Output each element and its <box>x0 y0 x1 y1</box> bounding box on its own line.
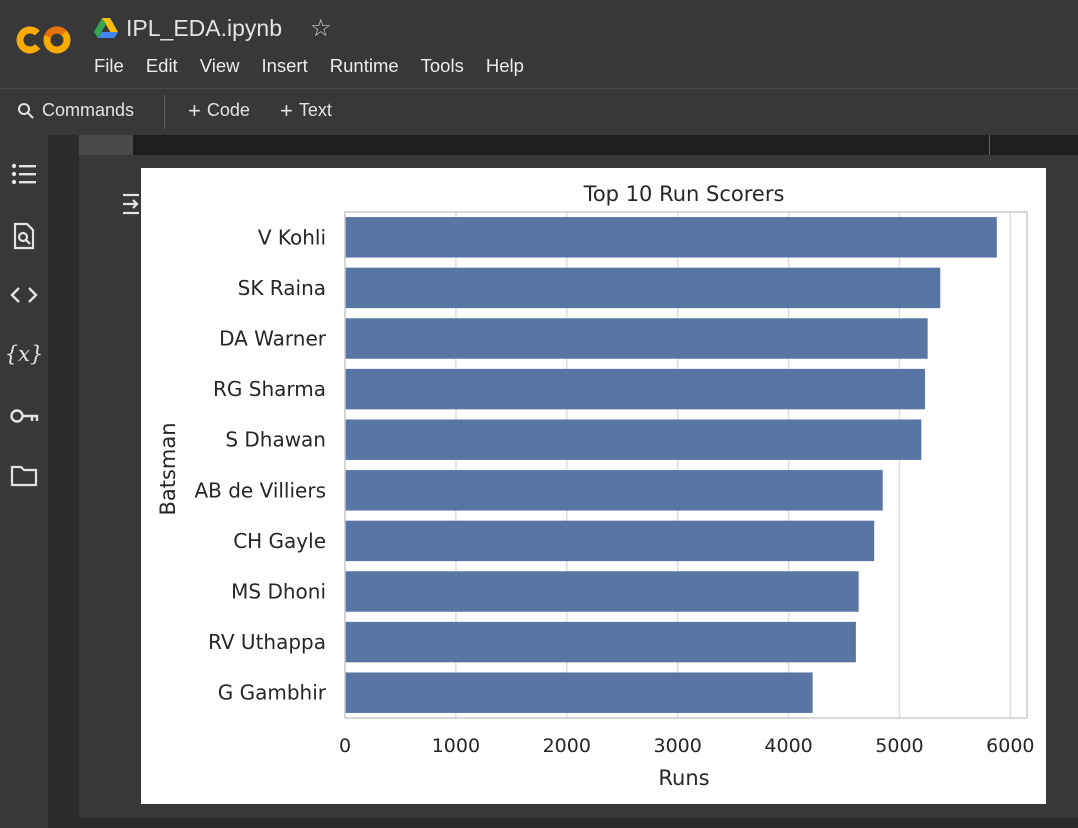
google-drive-icon[interactable] <box>94 17 118 39</box>
commands-button[interactable]: Commands <box>16 100 134 121</box>
y-tick-label: G Gambhir <box>218 681 327 705</box>
variables-icon[interactable]: {x} <box>4 342 44 366</box>
cell-code-editor[interactable] <box>79 135 1078 155</box>
bar <box>345 267 941 309</box>
x-tick-label: 1000 <box>432 735 480 757</box>
code-snippets-icon[interactable] <box>9 280 39 310</box>
bar <box>345 419 922 460</box>
menu-edit[interactable]: Edit <box>145 55 178 76</box>
notebook-title[interactable]: IPL_EDA.ipynb <box>126 15 282 41</box>
table-of-contents-icon[interactable] <box>9 159 39 189</box>
add-text-button[interactable]: + Text <box>280 97 332 123</box>
y-tick-label: DA Warner <box>219 327 327 351</box>
chart-frame <box>344 211 1028 719</box>
files-folder-icon[interactable] <box>9 461 39 491</box>
menu-insert[interactable]: Insert <box>261 55 308 76</box>
bar <box>345 318 928 359</box>
bar <box>345 621 856 663</box>
y-tick-labels: V Kohli SK Raina DA Warner RG Sharma S Dhawa… <box>194 225 326 704</box>
search-icon <box>18 102 34 119</box>
x-tick-labels: 0 1000 2000 3000 4000 5000 6000 <box>339 735 1035 757</box>
add-code-label: Code <box>206 100 250 120</box>
y-tick-label: RV Uthappa <box>208 630 326 654</box>
y-tick-label: V Kohli <box>258 225 326 249</box>
menu-file[interactable]: File <box>94 55 124 76</box>
bar-chart: V Kohli SK Raina DA Warner RG Sharma S Dhawa… <box>156 182 1035 790</box>
find-replace-icon[interactable] <box>9 221 39 251</box>
y-tick-label: SK Raina <box>238 276 326 300</box>
chart-title: Top 10 Run Scorers <box>583 182 785 206</box>
x-tick-label: 3000 <box>654 735 702 757</box>
bar <box>345 470 883 511</box>
toolbar: Commands + Code + Text <box>0 88 1078 136</box>
chart-output: V Kohli SK Raina DA Warner RG Sharma S Dhawa… <box>141 168 1046 804</box>
y-tick-label: S Dhawan <box>225 428 326 452</box>
cell-divider <box>989 135 990 155</box>
app-header: IPL_EDA.ipynb ☆ File Edit View Insert Ru… <box>0 0 1078 88</box>
menu-tools[interactable]: Tools <box>420 55 464 76</box>
y-tick-label: AB de Villiers <box>194 478 326 502</box>
x-tick-label: 6000 <box>986 735 1034 757</box>
left-sidebar: {x} <box>0 135 49 828</box>
menu-help[interactable]: Help <box>485 55 524 76</box>
plus-icon: + <box>280 97 293 123</box>
bar <box>345 217 997 258</box>
x-axis-label: Runs <box>658 766 709 790</box>
y-axis-label: Batsman <box>156 422 180 515</box>
chart-bars <box>345 217 997 713</box>
menu-runtime[interactable]: Runtime <box>329 55 399 76</box>
bar <box>345 368 925 410</box>
y-tick-label: CH Gayle <box>233 529 326 553</box>
toolbar-divider <box>164 95 165 129</box>
menu-view[interactable]: View <box>199 55 240 76</box>
bar <box>345 520 875 562</box>
star-icon[interactable]: ☆ <box>310 15 332 42</box>
bar <box>345 672 813 713</box>
y-tick-label: MS Dhoni <box>231 580 326 604</box>
x-tick-label: 4000 <box>764 735 812 757</box>
cell-run-gutter[interactable] <box>79 135 133 155</box>
add-text-label: Text <box>298 100 332 120</box>
plus-icon: + <box>188 97 201 123</box>
bar <box>345 571 859 612</box>
add-code-button[interactable]: + Code <box>188 97 250 123</box>
x-tick-label: 2000 <box>543 735 591 757</box>
menu-bar: File Edit View Insert Runtime Tools Help <box>94 55 546 77</box>
y-tick-label: RG Sharma <box>213 377 326 401</box>
x-tick-label: 0 <box>339 735 351 757</box>
commands-label: Commands <box>42 100 135 120</box>
secrets-key-icon[interactable] <box>9 401 39 431</box>
x-tick-label: 5000 <box>875 735 923 757</box>
colab-logo-icon[interactable] <box>14 22 74 58</box>
